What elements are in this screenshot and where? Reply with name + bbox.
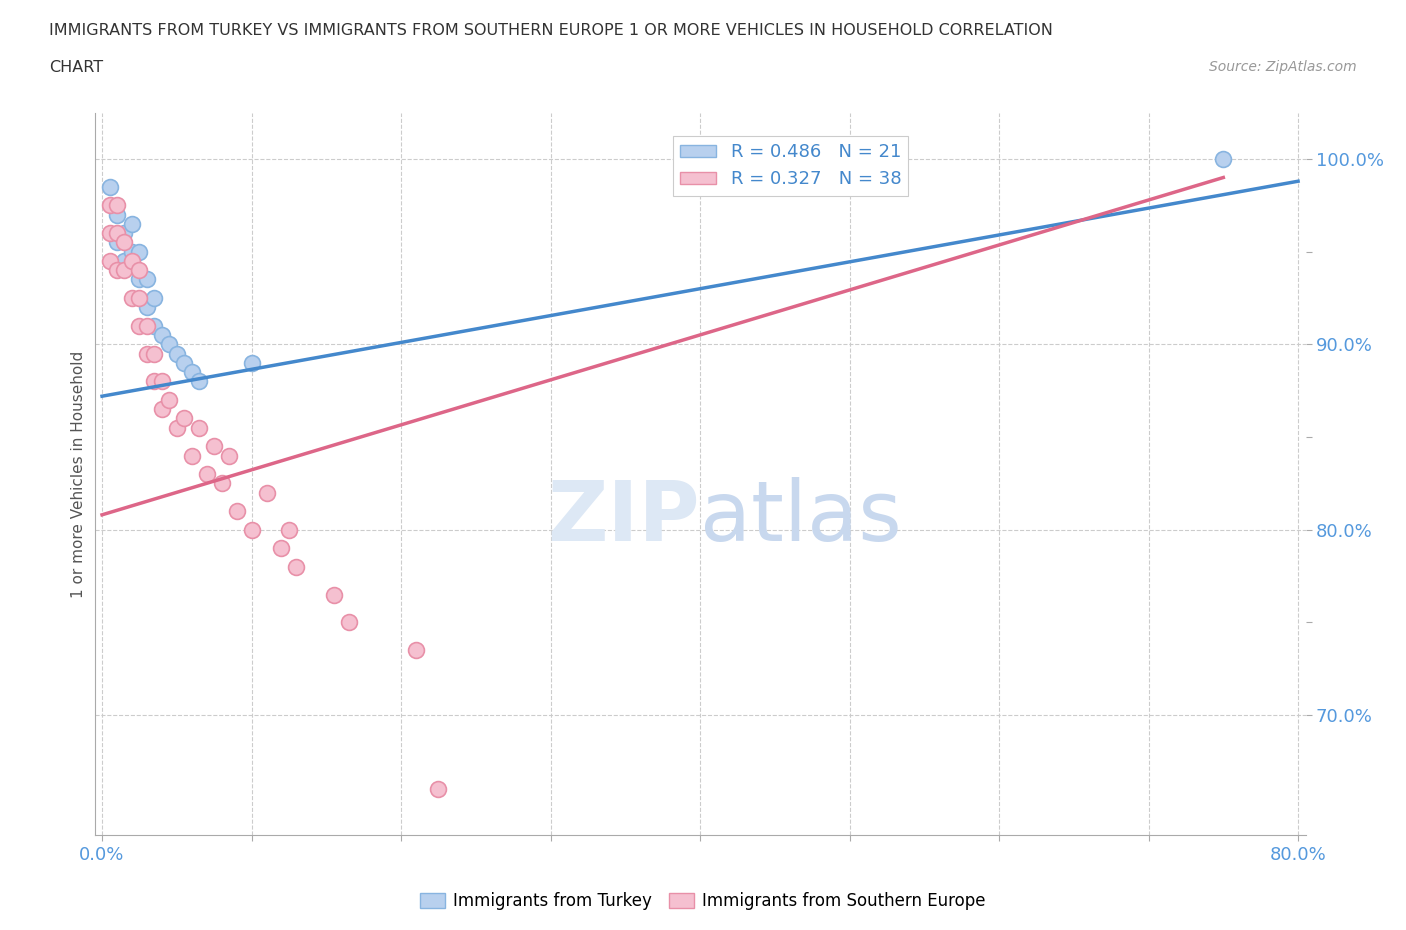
Point	[150, 402, 173, 417]
Point	[166, 420, 188, 435]
Point	[188, 420, 211, 435]
Point	[157, 392, 180, 407]
Point	[256, 485, 278, 500]
Point	[135, 318, 157, 333]
Point	[135, 346, 157, 361]
Point	[114, 226, 136, 241]
Point	[150, 327, 173, 342]
Text: CHART: CHART	[49, 60, 103, 75]
Point	[277, 523, 299, 538]
Point	[105, 263, 128, 278]
Point	[135, 299, 157, 314]
Point	[105, 198, 128, 213]
Point	[285, 559, 308, 574]
Legend: R = 0.486   N = 21, R = 0.327   N = 38: R = 0.486 N = 21, R = 0.327 N = 38	[672, 136, 908, 195]
Point	[105, 207, 128, 222]
Point	[98, 198, 121, 213]
Point	[166, 346, 188, 361]
Point	[128, 290, 150, 305]
Point	[1212, 152, 1234, 166]
Point	[121, 217, 143, 232]
Point	[337, 615, 360, 630]
Point	[180, 448, 202, 463]
Text: Source: ZipAtlas.com: Source: ZipAtlas.com	[1209, 60, 1357, 74]
Point	[188, 374, 211, 389]
Point	[150, 374, 173, 389]
Point	[128, 263, 150, 278]
Point	[157, 337, 180, 352]
Point	[121, 254, 143, 269]
Point	[114, 254, 136, 269]
Point	[143, 346, 166, 361]
Point	[143, 290, 166, 305]
Point	[105, 235, 128, 250]
Text: IMMIGRANTS FROM TURKEY VS IMMIGRANTS FROM SOUTHERN EUROPE 1 OR MORE VEHICLES IN : IMMIGRANTS FROM TURKEY VS IMMIGRANTS FRO…	[49, 23, 1053, 38]
Point	[135, 272, 157, 286]
Point	[225, 504, 247, 519]
Point	[240, 523, 263, 538]
Point	[128, 318, 150, 333]
Point	[128, 272, 150, 286]
Point	[114, 263, 136, 278]
Point	[240, 355, 263, 370]
Y-axis label: 1 or more Vehicles in Household: 1 or more Vehicles in Household	[72, 351, 86, 598]
Point	[98, 179, 121, 194]
Point	[202, 439, 225, 454]
Point	[105, 226, 128, 241]
Point	[270, 540, 292, 555]
Point	[218, 448, 240, 463]
Point	[114, 235, 136, 250]
Point	[405, 643, 427, 658]
Point	[173, 411, 195, 426]
Point	[322, 587, 344, 602]
Point	[121, 290, 143, 305]
Point	[180, 365, 202, 379]
Text: ZIP: ZIP	[547, 477, 700, 558]
Legend: Immigrants from Turkey, Immigrants from Southern Europe: Immigrants from Turkey, Immigrants from …	[413, 885, 993, 917]
Point	[98, 226, 121, 241]
Point	[195, 467, 218, 482]
Point	[121, 245, 143, 259]
Point	[427, 781, 450, 796]
Text: atlas: atlas	[700, 477, 901, 558]
Point	[98, 254, 121, 269]
Point	[143, 318, 166, 333]
Point	[173, 355, 195, 370]
Point	[128, 245, 150, 259]
Point	[211, 476, 233, 491]
Point	[143, 374, 166, 389]
